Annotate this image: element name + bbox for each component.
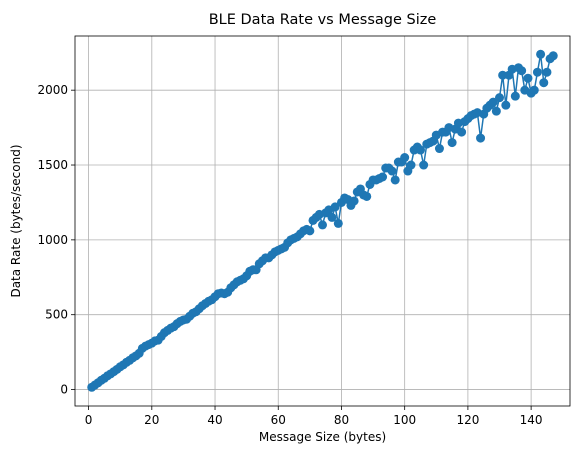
x-tick-label: 120 (456, 413, 479, 427)
y-tick-label: 1500 (37, 158, 68, 172)
x-tick-label: 140 (520, 413, 543, 427)
data-point (457, 127, 467, 137)
data-point (378, 172, 388, 182)
data-point (333, 218, 343, 228)
data-point (498, 70, 508, 80)
x-tick-label: 80 (334, 413, 349, 427)
plot-frame (74, 35, 571, 407)
data-point (517, 66, 527, 76)
data-point (510, 91, 520, 101)
x-tick-label: 60 (271, 413, 286, 427)
y-tick-label: 1000 (37, 233, 68, 247)
data-point (318, 220, 327, 230)
data-point (548, 51, 558, 61)
data-point (536, 49, 546, 59)
data-point (419, 160, 429, 170)
y-tick-label: 2000 (37, 83, 68, 97)
data-point (491, 106, 501, 116)
data-point (406, 160, 416, 170)
data-point (349, 196, 359, 206)
chart-title: BLE Data Rate vs Message Size (209, 12, 437, 28)
x-axis-label: Message Size (bytes) (259, 430, 386, 444)
x-tick-label: 40 (207, 413, 222, 427)
data-point (387, 166, 397, 176)
data-point (415, 145, 425, 155)
data-point (362, 191, 372, 201)
y-tick-label: 500 (45, 308, 68, 322)
data-point (495, 93, 505, 103)
data-point (434, 144, 444, 154)
data-point (523, 73, 533, 83)
data-point (390, 175, 400, 185)
data-point (330, 202, 340, 212)
x-tick-label: 0 (85, 413, 93, 427)
data-point (529, 85, 539, 95)
x-tick-label: 100 (393, 413, 416, 427)
data-point (327, 212, 337, 222)
data-point (532, 67, 542, 77)
axis-ticks: 0 20 40 60 80 100 120 140 0 500 1000 1500 2000 (37, 83, 542, 427)
data-series (87, 49, 558, 392)
data-point (400, 153, 410, 163)
data-point (488, 97, 498, 107)
data-point (447, 138, 457, 148)
data-point (476, 133, 486, 143)
data-point (539, 78, 549, 88)
data-point (501, 100, 511, 110)
data-point (305, 226, 315, 236)
y-tick-label: 0 (60, 383, 68, 397)
x-tick-label: 20 (144, 413, 159, 427)
y-axis-label: Data Rate (bytes/second) (9, 144, 23, 297)
data-point (542, 67, 552, 77)
